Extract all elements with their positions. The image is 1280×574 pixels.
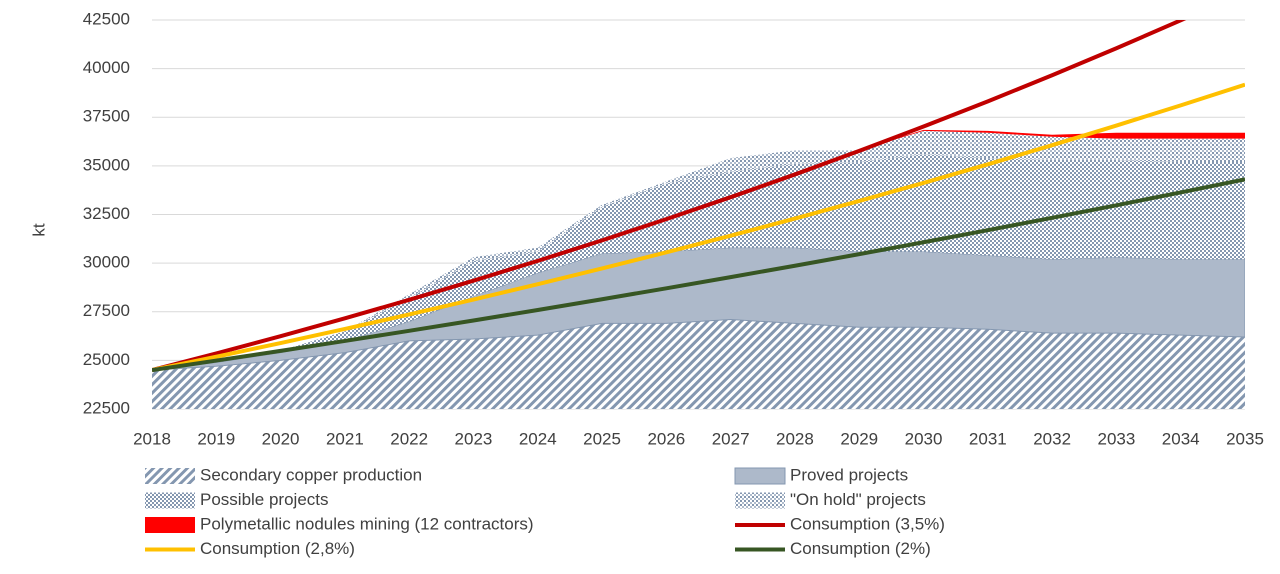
y-tick-label: 40000 bbox=[83, 58, 130, 77]
legend-label: Consumption (3,5%) bbox=[790, 514, 945, 533]
legend-label: Polymetallic nodules mining (12 contract… bbox=[200, 514, 534, 533]
x-tick-label: 2020 bbox=[262, 429, 300, 448]
legend-swatch bbox=[735, 492, 785, 509]
line bbox=[152, 20, 1187, 373]
area bbox=[152, 154, 1245, 371]
x-tick-label: 2032 bbox=[1033, 429, 1071, 448]
x-tick-label: 2029 bbox=[840, 429, 878, 448]
legend-swatch bbox=[145, 517, 195, 533]
line bbox=[152, 82, 1245, 373]
legend-label: Consumption (2%) bbox=[790, 539, 931, 558]
y-tick-label: 30000 bbox=[83, 253, 130, 272]
y-tick-label: 37500 bbox=[83, 107, 130, 126]
legend-label: Possible projects bbox=[200, 490, 329, 509]
x-tick-label: 2021 bbox=[326, 429, 364, 448]
line bbox=[152, 177, 1245, 373]
plot-area bbox=[152, 20, 1245, 409]
y-tick-label: 22500 bbox=[83, 398, 130, 417]
x-tick-label: 2033 bbox=[1097, 429, 1135, 448]
x-tick-label: 2028 bbox=[776, 429, 814, 448]
legend-label: Proved projects bbox=[790, 465, 908, 484]
area bbox=[152, 319, 1245, 409]
legend-swatch bbox=[145, 492, 195, 509]
y-tick-label: 32500 bbox=[83, 204, 130, 223]
area bbox=[152, 247, 1245, 371]
y-tick-label: 42500 bbox=[83, 9, 130, 28]
y-tick-label: 25000 bbox=[83, 350, 130, 369]
legend-label: "On hold" projects bbox=[790, 490, 926, 509]
x-tick-label: 2035 bbox=[1226, 429, 1264, 448]
legend-label: Consumption (2,8%) bbox=[200, 539, 355, 558]
x-tick-label: 2030 bbox=[905, 429, 943, 448]
y-tick-label: 35000 bbox=[83, 155, 130, 174]
y-tick-label: 27500 bbox=[83, 301, 130, 320]
x-tick-label: 2034 bbox=[1162, 429, 1200, 448]
x-tick-label: 2018 bbox=[133, 429, 171, 448]
x-tick-label: 2025 bbox=[583, 429, 621, 448]
x-tick-label: 2031 bbox=[969, 429, 1007, 448]
x-tick-label: 2023 bbox=[455, 429, 493, 448]
x-tick-label: 2019 bbox=[197, 429, 235, 448]
legend-swatch bbox=[734, 467, 786, 485]
y-axis-label: kt bbox=[29, 223, 48, 237]
legend-swatch bbox=[145, 468, 195, 484]
x-tick-label: 2022 bbox=[390, 429, 428, 448]
x-tick-label: 2024 bbox=[519, 429, 557, 448]
area bbox=[152, 130, 1245, 371]
x-tick-label: 2027 bbox=[712, 429, 750, 448]
x-tick-label: 2026 bbox=[647, 429, 685, 448]
legend-label: Secondary copper production bbox=[200, 465, 422, 484]
